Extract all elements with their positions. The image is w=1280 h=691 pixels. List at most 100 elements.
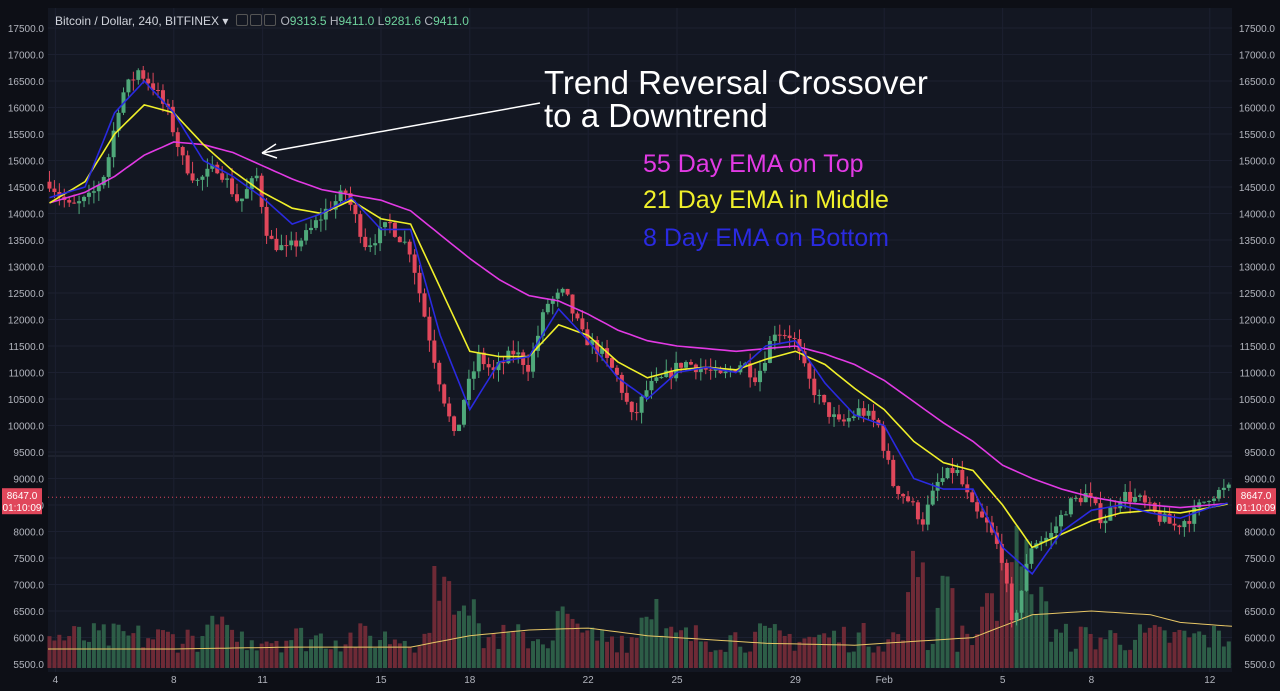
volume-bar [417, 646, 422, 668]
volume-bar [846, 652, 851, 668]
eye-icon[interactable] [236, 14, 249, 26]
candle-body [787, 335, 792, 338]
price-tick-right: 9500.0 [1244, 448, 1275, 459]
candle-body [1078, 497, 1083, 503]
volume-bar [264, 641, 269, 668]
volume-bar [684, 627, 689, 668]
volume-bar [239, 631, 244, 668]
candle-body [629, 401, 634, 413]
candle-body [999, 543, 1004, 563]
candle-body [338, 190, 343, 202]
volume-bar [333, 640, 338, 668]
volume-bar [52, 640, 57, 668]
volume-bar [960, 625, 965, 668]
candle-body [432, 340, 437, 363]
low-label: L [377, 14, 385, 28]
close-icon[interactable] [264, 14, 277, 26]
candle-body [915, 502, 920, 520]
volume-bar [1162, 630, 1167, 668]
candle-body [185, 155, 190, 174]
candle-body [1063, 514, 1068, 516]
volume-bar [131, 633, 136, 668]
candle-body [387, 222, 392, 224]
candle-body [994, 532, 999, 544]
time-tick-label: 4 [53, 675, 59, 686]
volume-bar [284, 640, 289, 668]
volume-bar [121, 631, 126, 668]
symbol-title[interactable]: Bitcoin / Dollar, 240, BITFINEX [55, 14, 220, 28]
volume-bar [146, 638, 151, 668]
candle-body [980, 511, 985, 518]
volume-bar [126, 635, 131, 668]
volume-bar [210, 615, 215, 668]
candle-body [1103, 520, 1108, 524]
volume-bar [679, 630, 684, 668]
symbol-dropdown-icon[interactable]: ▾ [222, 14, 229, 28]
volume-bar [1059, 632, 1064, 668]
volume-bar [1118, 644, 1123, 668]
candle-body [486, 364, 491, 368]
price-tick-right: 15000.0 [1239, 157, 1276, 168]
time-tick-label: 8 [171, 675, 177, 686]
candle-body [1192, 507, 1197, 524]
candle-body [156, 90, 161, 92]
volume-bar [373, 647, 378, 668]
candle-body [304, 230, 309, 241]
candle-body [82, 196, 87, 202]
candle-body [619, 374, 624, 393]
candle-body [753, 377, 758, 383]
candle-body [1029, 548, 1034, 564]
time-tick-label: 8 [1089, 675, 1095, 686]
volume-bar [205, 624, 210, 668]
volume-bar [1192, 633, 1197, 668]
volume-bar [930, 643, 935, 668]
volume-bar [669, 626, 674, 668]
candle-body [289, 240, 294, 246]
time-tick-label: 11 [257, 675, 268, 686]
volume-bar [748, 651, 753, 668]
volume-ma-line [48, 610, 1233, 650]
volume-bar [723, 651, 728, 668]
candle-body [1152, 502, 1157, 512]
candle-body [383, 222, 388, 228]
candle-body [703, 367, 708, 370]
volume-bar [985, 593, 990, 668]
candle-body [294, 240, 299, 247]
volume-bar [772, 624, 777, 668]
price-tick-left: 13500.0 [8, 236, 45, 247]
volume-bar [299, 627, 304, 668]
candle-body [52, 188, 57, 192]
candle-body [1009, 583, 1014, 621]
candle-body [234, 194, 239, 202]
candle-body [748, 363, 753, 378]
volume-bar [412, 652, 417, 668]
price-tick-left: 14500.0 [8, 183, 45, 194]
volume-bar [654, 598, 659, 668]
price-tick-left: 11500.0 [9, 342, 45, 353]
volume-bar [323, 648, 328, 668]
settings-icon[interactable] [250, 14, 263, 26]
candle-body [925, 504, 930, 525]
candle-body [851, 416, 856, 419]
volume-bar [866, 646, 871, 668]
candle-body [1068, 498, 1073, 515]
volume-bar [1073, 648, 1078, 668]
time-tick-label: 12 [1204, 675, 1216, 686]
volume-bar [950, 588, 955, 668]
candle-body [841, 419, 846, 422]
candle-body [402, 241, 407, 243]
candle-body [896, 486, 901, 495]
time-tick-label: Feb [876, 675, 894, 686]
volume-bar [634, 637, 639, 668]
candle-body [1172, 523, 1177, 526]
candle-body [461, 399, 466, 425]
price-tick-right: 5500.0 [1244, 660, 1275, 671]
candle-body [501, 362, 506, 364]
candle-body [417, 272, 422, 294]
volume-bar [427, 632, 432, 668]
volume-bar [269, 643, 274, 668]
candle-body [427, 316, 432, 341]
volume-bar [886, 639, 891, 668]
